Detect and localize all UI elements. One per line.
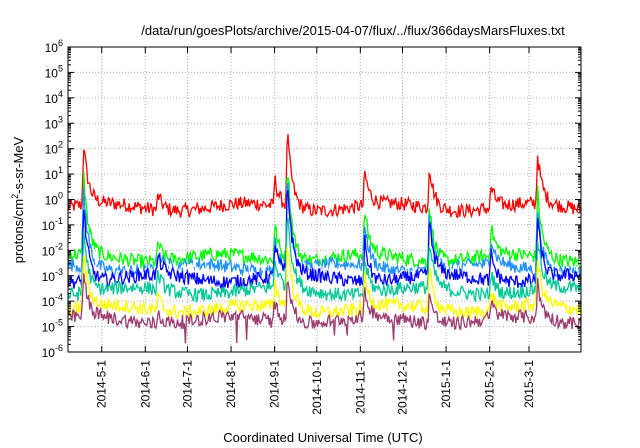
x-tick-label: 2014-9-1 [268,360,282,408]
y-tick-label: 10-1 [42,216,63,233]
flux-series-line [67,273,582,344]
y-tick-label: 10-6 [42,343,63,360]
flux-series-line [67,217,582,304]
x-tick-label: 2014-5-1 [95,360,109,408]
y-tick-label: 100 [45,191,63,208]
x-tick-label: 2015-2-1 [483,360,497,408]
y-tick-label: 101 [45,165,63,182]
y-tick-label: 10-4 [42,292,63,309]
x-tick-label: 2014-6-1 [138,360,152,408]
y-tick-label: 105 [45,63,63,80]
flux-series-line [67,134,582,219]
y-tick-label: 103 [45,114,63,131]
series-group [67,134,582,344]
y-axis-label-rest: -s-sr-MeV [11,136,26,193]
y-tick-label: 104 [45,89,63,106]
x-tick-label: 2014-12-1 [396,360,410,415]
y-tick-label: 10-5 [42,318,63,335]
flux-series-line [67,247,582,321]
x-tick-label: 2015-1-1 [439,360,453,408]
x-tick-label: 2015-3-1 [522,360,536,408]
chart-title: /data/run/goesPlots/archive/2015-04-07/f… [141,23,565,38]
y-tick-label: 10-2 [42,241,63,258]
y-axis-label: protons/cm2-s-sr-MeV [10,136,26,263]
y-axis: 10-6 10-5 10-4 10-3 10-2 10-1 100 101 102 103 104 1… [42,38,581,360]
x-axis: 2014-5-1 2014-6-1 2014-7-1 2014-8-1 2014-9-1… [95,47,536,415]
x-tick-label: 2014-7-1 [180,360,194,408]
y-axis-label-sup: 2 [10,194,20,199]
x-tick-label: 2014-8-1 [224,360,238,408]
y-tick-label: 106 [45,38,63,55]
flux-series-line [67,189,582,290]
flux-series-line [67,181,582,281]
x-axis-label: Coordinated Universal Time (UTC) [223,430,422,445]
y-tick-label: 102 [45,140,63,157]
y-axis-label-base: protons/cm [11,199,26,263]
x-tick-label: 2014-10-1 [310,360,324,415]
y-tick-label: 10-3 [42,267,63,284]
x-tick-label: 2014-11-1 [353,360,367,414]
